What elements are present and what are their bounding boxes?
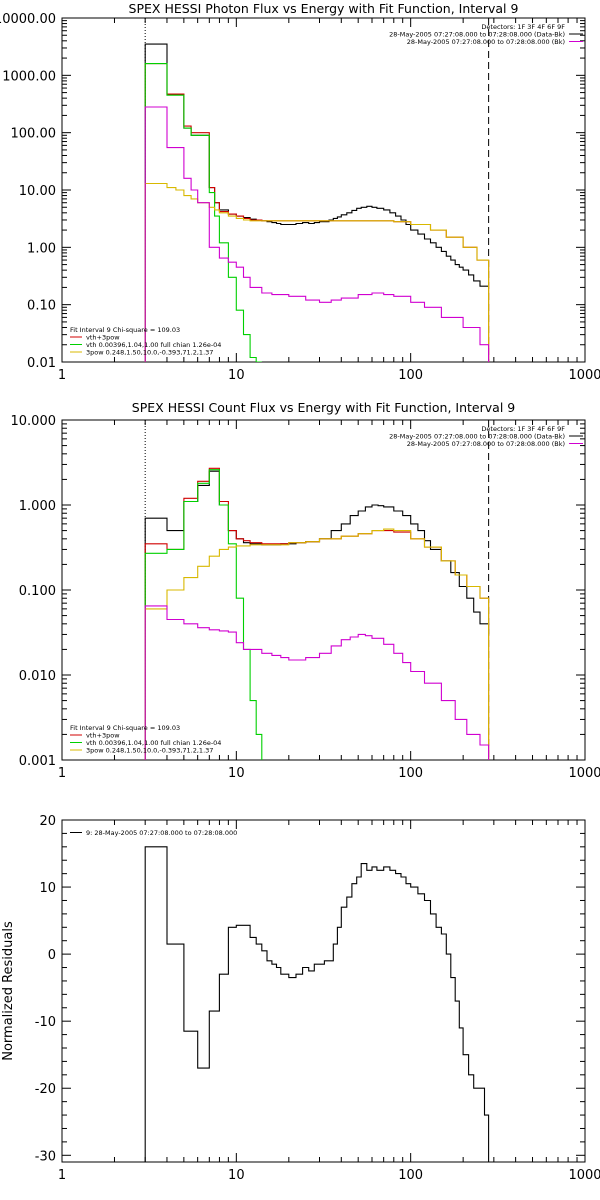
- x-tick-label: 100: [398, 766, 423, 781]
- legend-entry: 9: 28-May-2005 07:27:08.000 to 07:28:08.…: [86, 829, 237, 837]
- y-tick-label: 0.100: [19, 584, 56, 599]
- series-group: [144, 43, 490, 362]
- x-tick-label: 100: [398, 368, 423, 383]
- x-tick-label: 1000: [568, 368, 600, 383]
- series-line-data: [144, 470, 490, 760]
- plot-frame: [61, 819, 586, 1163]
- series-line-thermal: [144, 469, 263, 760]
- x-tick-label: 1000: [568, 766, 600, 781]
- legend-entry: vth+3pow: [86, 334, 120, 342]
- series-line-total: [144, 467, 490, 760]
- y-tick-label: 10.00: [19, 184, 56, 199]
- y-tick-label: -10: [35, 1015, 56, 1030]
- legend-entry: 28-May-2005 07:27:08.000 to 07:28:08.000…: [407, 38, 565, 46]
- series-group: [144, 467, 490, 760]
- y-tick-label: 0.001: [19, 754, 56, 769]
- series-line-thermal: [144, 63, 262, 362]
- series-line-data: [144, 846, 490, 1162]
- x-tick-label: 1: [58, 766, 66, 781]
- legend-entry: 28-May-2005 07:27:08.000 to 07:28:08.000…: [389, 31, 565, 39]
- series-line-powerlaw: [144, 528, 490, 760]
- y-tick-label: -20: [35, 1082, 56, 1097]
- y-tick-label: 0.010: [19, 669, 56, 684]
- y-tick-label: 10.000: [11, 414, 57, 429]
- legend-entry: 3pow 0.248,1.50,10.0,-0.393,71.2,1.37: [86, 349, 213, 357]
- legend-entry: Detectors: 1F 3F 4F 6F 9F: [481, 23, 565, 31]
- legend-entry: 3pow 0.248,1.50,10.0,-0.393,71.2,1.37: [86, 747, 213, 755]
- legend-entry: 28-May-2005 07:27:08.000 to 07:28:08.000…: [389, 433, 565, 441]
- series-group: [144, 846, 490, 1162]
- y-tick-label: 1000.00: [2, 69, 56, 84]
- series-line-data: [144, 43, 489, 362]
- y-tick-label: 0.01: [27, 356, 56, 371]
- y-tick-label: -30: [35, 1149, 56, 1164]
- chart-title: SPEX HESSI Photon Flux vs Energy with Fi…: [129, 1, 519, 16]
- chart-1: SPEX HESSI Photon Flux vs Energy with Fi…: [0, 1, 600, 383]
- chart-title: SPEX HESSI Count Flux vs Energy with Fit…: [132, 400, 515, 415]
- x-tick-label: 10: [228, 368, 245, 383]
- x-tick-label: 1000: [568, 1168, 600, 1183]
- series-line-powerlaw: [144, 182, 490, 362]
- series-line-background: [144, 106, 490, 362]
- series-line-background: [144, 605, 490, 760]
- y-tick-label: 100.00: [11, 127, 57, 142]
- y-tick-label: 0.10: [27, 299, 56, 314]
- chart-2: SPEX HESSI Count Flux vs Energy with Fit…: [11, 400, 600, 781]
- y-tick-label: 20: [39, 814, 56, 829]
- x-tick-label: 1: [58, 1168, 66, 1183]
- x-tick-label: 10: [228, 766, 245, 781]
- legend-entry: vth+3pow: [86, 732, 120, 740]
- y-tick-label: 1.000: [19, 499, 56, 514]
- legend-entry: Detectors: 1F 3F 4F 6F 9F: [481, 425, 565, 433]
- legend-entry: 28-May-2005 07:27:08.000 to 07:28:08.000…: [407, 440, 565, 448]
- y-tick-label: 0: [48, 948, 56, 963]
- plot-frame: [61, 419, 586, 761]
- legend-entry: vth 0.00396,1.04,1.00 full chian 1.26e-0…: [86, 341, 221, 349]
- x-tick-label: 1: [58, 368, 66, 383]
- legend-entry: vth 0.00396,1.04,1.00 full chian 1.26e-0…: [86, 739, 221, 747]
- legend-entry: Fit Interval 9 Chi-square = 109.03: [70, 326, 180, 334]
- x-tick-label: 100: [398, 1168, 423, 1183]
- legend-entry: Fit Interval 9 Chi-square = 109.03: [70, 724, 180, 732]
- plot-frame: [61, 17, 586, 363]
- x-tick-label: 10: [228, 1168, 245, 1183]
- y-tick-label: 10: [39, 881, 56, 896]
- y-axis-label: Normalized Residuals: [1, 921, 16, 1061]
- y-tick-label: 10000.00: [0, 12, 56, 27]
- y-tick-label: 1.00: [27, 241, 56, 256]
- series-line-total: [144, 63, 490, 362]
